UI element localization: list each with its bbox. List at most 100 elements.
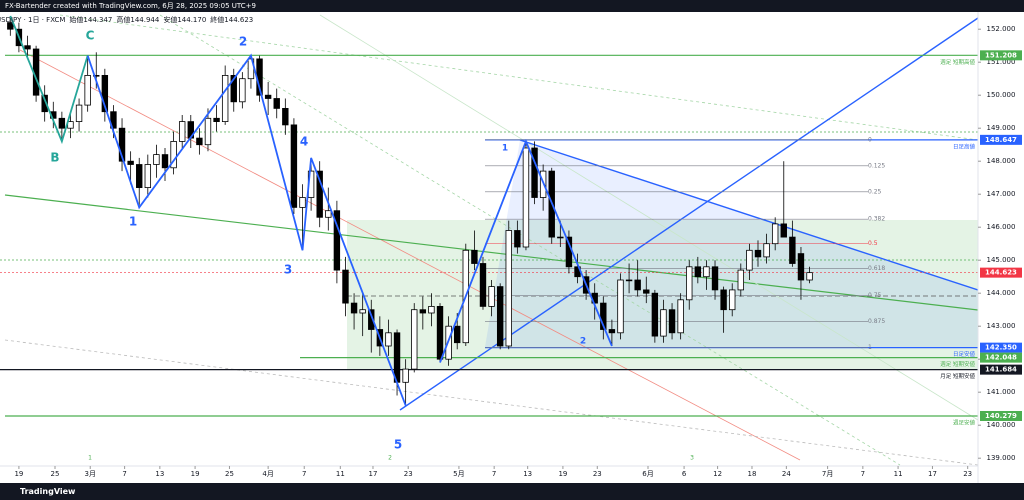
candle-body — [316, 170, 323, 218]
wave-label: 4 — [300, 135, 308, 149]
x-tick-label: 25 — [51, 470, 60, 478]
fib-label: 0.75 — [868, 292, 882, 299]
price-tag — [980, 134, 1022, 145]
y-tick-label: 146.000 — [987, 223, 1016, 231]
candle-body — [161, 154, 169, 169]
price-tag-label: 141.684 — [985, 366, 1017, 374]
candle-body — [41, 94, 48, 113]
wave-label: B — [50, 151, 59, 165]
ohlc-label: 高値 — [116, 15, 130, 24]
fib-label: 0.618 — [868, 265, 885, 272]
candle-body — [780, 223, 787, 238]
candle-body — [273, 98, 280, 109]
price-tag-label: 142.350 — [985, 344, 1017, 352]
x-tick-label: 12 — [713, 470, 722, 478]
y-tick-label: 150.000 — [987, 91, 1016, 99]
candle-body — [686, 266, 693, 301]
candle-body — [170, 140, 177, 169]
wave-label: 2 — [580, 337, 586, 347]
candle-body — [84, 75, 91, 106]
ohlc-label: 安値 — [163, 15, 177, 24]
header-bar — [0, 0, 1024, 12]
x-tick-label: 24 — [782, 470, 791, 478]
wave-label: 1 — [129, 215, 137, 229]
level-note: 月足 短期安値 — [940, 372, 975, 380]
ohlc-label: 始値 — [69, 15, 83, 24]
candle-body — [204, 117, 212, 146]
candle-body — [127, 160, 134, 165]
candle-body — [668, 309, 676, 334]
x-tick-label: 11 — [336, 470, 345, 478]
price-tag — [980, 342, 1022, 353]
candle-body — [505, 230, 512, 347]
candle-body — [729, 289, 736, 311]
trendline — [59, 14, 978, 141]
wave-line — [9, 15, 89, 145]
candle-body — [264, 94, 272, 99]
price-tag-label: 142.048 — [985, 354, 1017, 362]
candle-body — [771, 223, 779, 245]
candle-body — [118, 127, 126, 162]
candle-body — [677, 299, 684, 334]
candle-body — [67, 121, 74, 129]
candle-body — [436, 305, 444, 360]
fib-label: 0.25 — [868, 188, 882, 195]
candle-body — [213, 117, 220, 123]
x-tick-label: 6月 — [642, 470, 653, 478]
y-tick-label: 148.000 — [987, 157, 1016, 165]
footer-bar — [0, 483, 1024, 500]
annotations: C B 1 2 3 4 5 1 2 1 2 3 — [9, 15, 694, 462]
x-tick-label: 11 — [894, 470, 903, 478]
candle-body — [196, 137, 203, 146]
candle-body — [634, 279, 641, 291]
candle-body — [101, 75, 109, 113]
ohlc-value: 144.944 — [130, 16, 159, 24]
cycle-label: 2 — [388, 455, 392, 462]
x-tick-label: 6 — [682, 470, 687, 478]
cycle-label: 3 — [690, 455, 694, 462]
fib-label: 0.382 — [868, 216, 885, 223]
x-tick-label: 25 — [225, 470, 234, 478]
price-tag-label: 151.208 — [985, 51, 1017, 59]
trendline — [4, 194, 978, 311]
candle-body — [325, 210, 332, 218]
candle-body — [660, 309, 667, 337]
y-tick-label: 143.000 — [987, 322, 1016, 330]
candle-body — [221, 75, 229, 123]
fib-label: 1 — [868, 344, 872, 351]
candle-body — [411, 309, 418, 370]
trendline — [399, 17, 978, 411]
candle-body — [617, 279, 624, 334]
wave-label: 2 — [239, 35, 247, 49]
wave-line — [439, 138, 613, 363]
x-tick-label: 7 — [122, 470, 126, 478]
candle-body — [763, 243, 770, 258]
x-tick-label: 7 — [302, 470, 306, 478]
candle-body — [746, 249, 753, 271]
level-note: 週足安値 — [953, 418, 976, 426]
x-tick-label: 4月 — [262, 470, 273, 478]
price-tag — [980, 50, 1022, 61]
x-tick-label: 23 — [404, 470, 413, 478]
level-note: 週足 短期安値 — [940, 360, 975, 368]
candle-body — [496, 286, 504, 347]
price-tag-label: 144.623 — [985, 269, 1017, 277]
y-tick-label: 141.000 — [987, 388, 1016, 396]
candle-body — [350, 302, 358, 314]
candle-body — [136, 164, 143, 189]
candle-body — [153, 154, 160, 165]
wave-line — [86, 53, 407, 406]
candle-body — [342, 269, 349, 304]
candle-body — [368, 309, 375, 330]
brand: TradingView — [20, 487, 76, 496]
candle-body — [720, 289, 727, 311]
candle-body — [789, 236, 796, 264]
ohlc-label: 終値 — [210, 15, 224, 24]
candle-body — [178, 121, 186, 142]
x-tick-label: 23 — [593, 470, 602, 478]
x-tick-label: 7 — [492, 470, 496, 478]
candle-body — [694, 266, 702, 278]
candle-body — [806, 272, 813, 281]
price-tag — [980, 410, 1022, 421]
